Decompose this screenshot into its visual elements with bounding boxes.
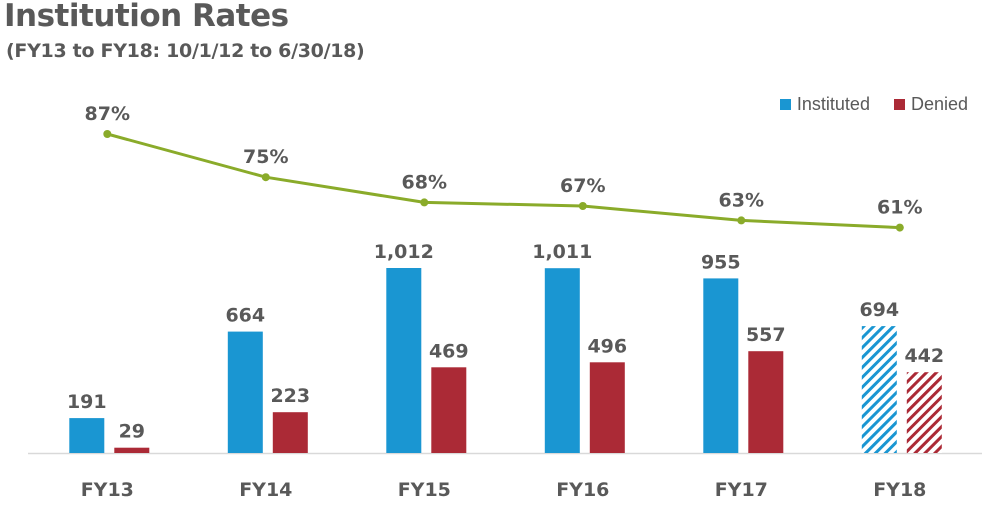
bar-denied-fy13 [114, 447, 150, 453]
data-label-denied-fy14: 223 [270, 385, 310, 407]
x-tick-fy13: FY13 [81, 479, 134, 501]
rate-label-fy15: 68% [402, 171, 447, 193]
rate-point-fy13 [103, 130, 112, 138]
data-label-denied-fy16: 496 [587, 335, 627, 357]
rate-line-path [106, 132, 900, 230]
data-label-denied-fy13: 29 [119, 421, 145, 443]
rate-label-fy13: 87% [85, 103, 130, 125]
rate-label-fy16: 67% [560, 175, 605, 197]
rate-point-fy16 [578, 202, 587, 210]
rate-label-fy14: 75% [243, 146, 288, 168]
bar-denied-fy15 [431, 367, 467, 453]
x-tick-fy14: FY14 [239, 479, 292, 501]
rate-point-fy14 [261, 173, 270, 182]
chart-title: Institution Rates [4, 0, 289, 34]
data-label-instituted-fy14: 664 [225, 305, 265, 327]
bar-instituted-fy18 [861, 326, 897, 453]
x-tick-fy18: FY18 [873, 479, 926, 501]
rate-label-fy18: 61% [877, 197, 922, 219]
rate-point-fy17 [737, 216, 746, 225]
chart-subtitle: (FY13 to FY18: 10/1/12 to 6/30/18) [6, 40, 365, 62]
data-label-instituted-fy16: 1,011 [532, 241, 592, 263]
legend-swatch-denied [893, 99, 905, 110]
bar-denied-fy14 [272, 412, 308, 453]
bar-instituted-fy16 [544, 268, 580, 453]
data-label-denied-fy15: 469 [429, 340, 469, 362]
bar-denied-fy16 [589, 362, 625, 453]
rate-point-fy15 [420, 198, 429, 207]
x-tick-fy17: FY17 [715, 479, 768, 501]
legend-label-instituted: Instituted [796, 94, 870, 114]
data-label-instituted-fy18: 694 [859, 299, 899, 321]
bar-instituted-fy15 [386, 268, 422, 453]
bar-denied-fy17 [748, 351, 784, 453]
legend: Instituted Denied [756, 94, 968, 115]
rate-label-fy17: 63% [719, 189, 764, 211]
bar-instituted-fy17 [703, 278, 739, 453]
bar-instituted-fy13 [69, 418, 105, 453]
legend-item-instituted: Instituted [779, 94, 870, 115]
x-tick-fy15: FY15 [398, 479, 451, 501]
data-label-denied-fy18: 442 [904, 345, 944, 367]
data-label-instituted-fy15: 1,012 [374, 241, 434, 263]
rate-point-fy18 [895, 223, 904, 232]
x-tick-fy16: FY16 [556, 479, 609, 501]
legend-swatch-instituted [779, 99, 791, 110]
data-label-instituted-fy17: 955 [701, 251, 741, 273]
legend-item-denied: Denied [893, 94, 968, 115]
bar-instituted-fy14 [227, 331, 263, 453]
bar-denied-fy18 [906, 372, 942, 453]
data-label-denied-fy17: 557 [746, 324, 786, 346]
legend-label-denied: Denied [910, 94, 968, 114]
data-label-instituted-fy13: 191 [67, 391, 107, 413]
